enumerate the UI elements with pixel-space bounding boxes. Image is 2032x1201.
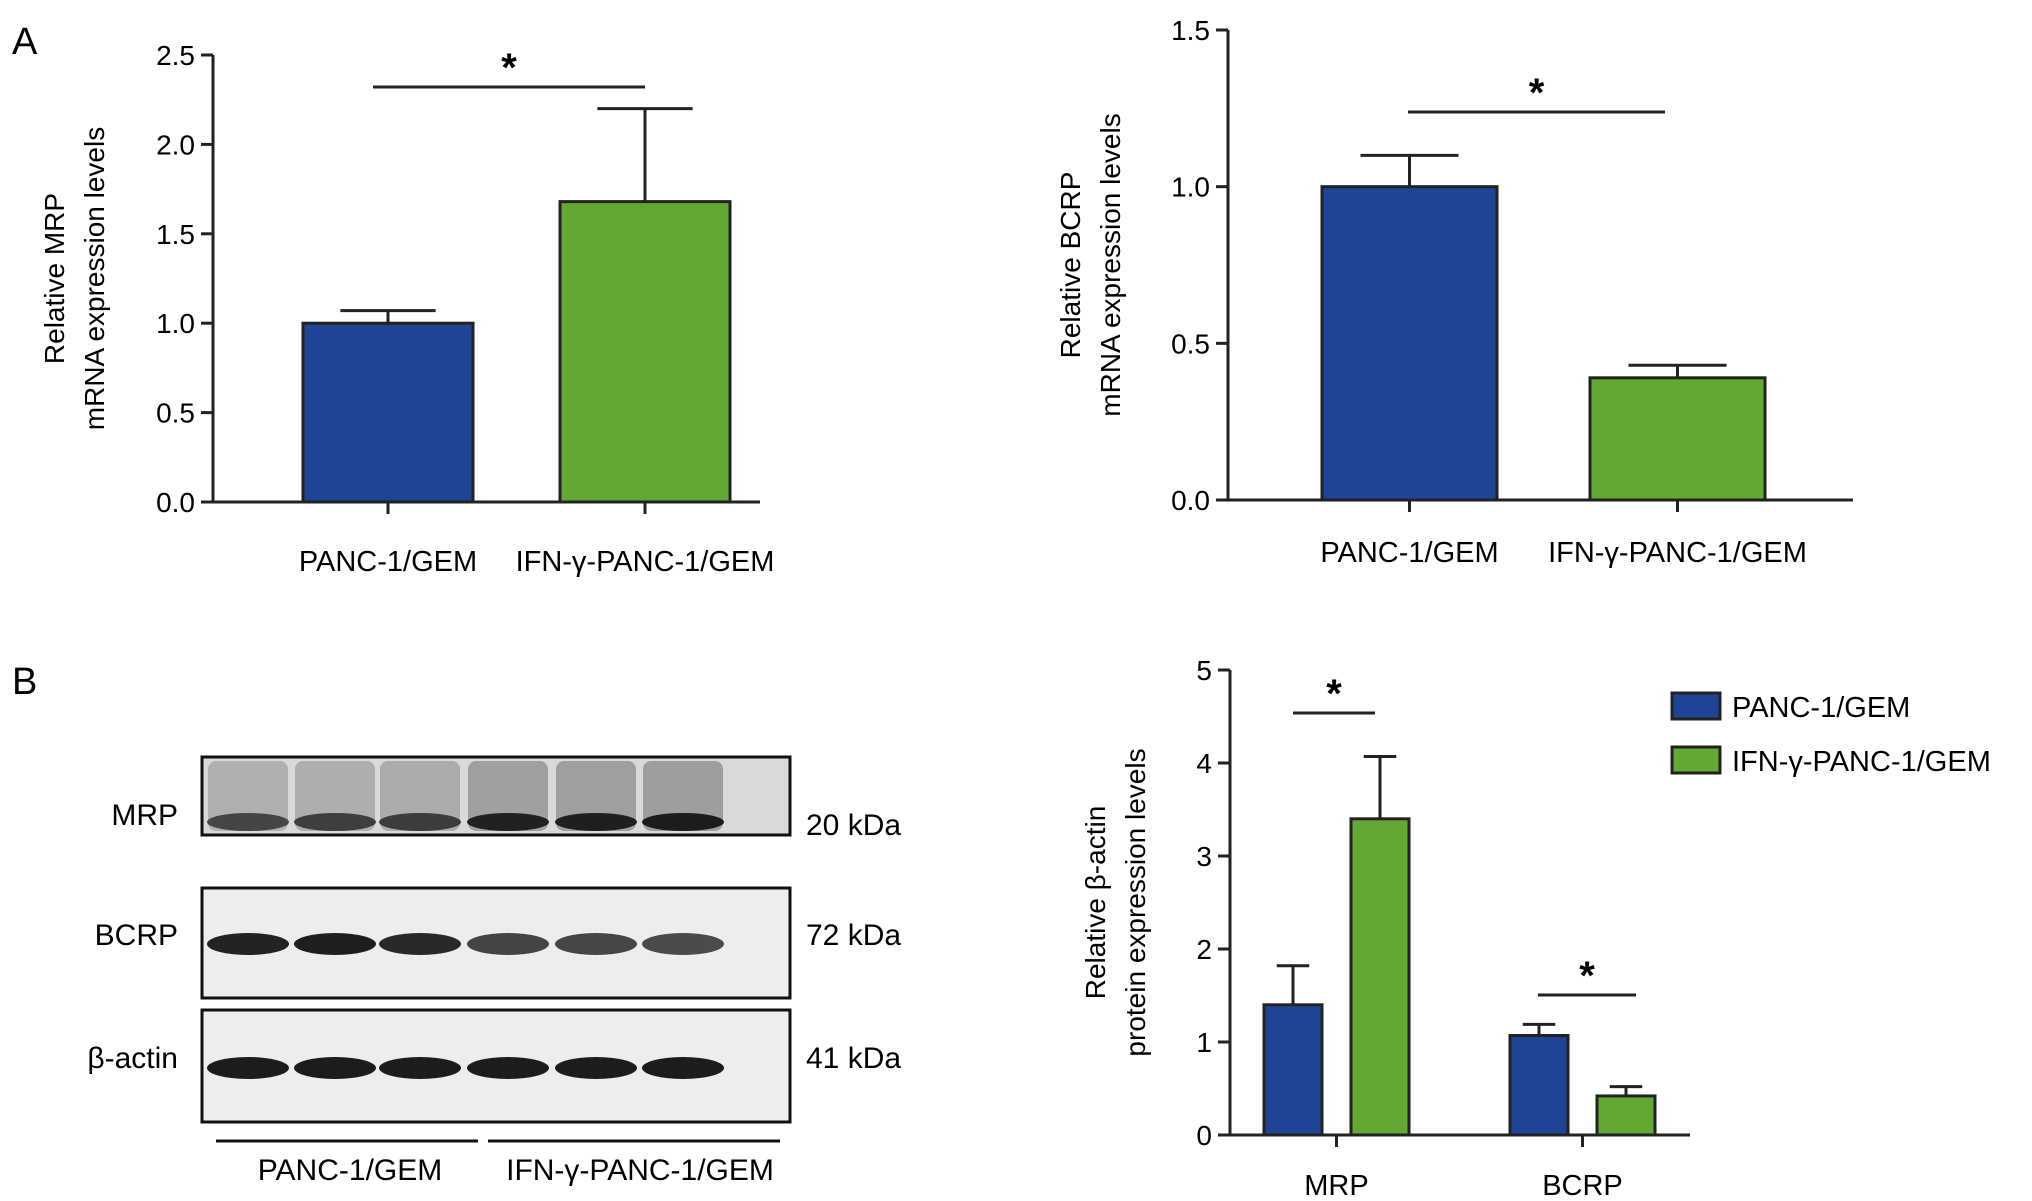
legend-swatch [1670,745,1722,775]
blot-band [467,933,549,955]
y-axis-label: Relative MRP mRNA expression levels [39,127,110,430]
y-tick-label: 5 [1196,655,1212,686]
y-tick-label: 3 [1196,841,1212,872]
bar [1262,1003,1324,1137]
bar [301,321,475,504]
blot-band [467,813,549,831]
y-tick-label: 2 [1196,934,1212,965]
y-axis-label-line: mRNA expression levels [79,127,110,430]
y-tick-label: 0 [1196,1120,1212,1151]
y-axis-label: Relative BCRP mRNA expression levels [1055,113,1126,416]
blot-band [294,813,376,831]
x-tick-label: PANC-1/GEM [299,546,477,578]
bar [1595,1094,1657,1137]
y-tick-label: 1.5 [1171,15,1210,46]
blot-smear [208,761,288,831]
blot-band [379,1057,461,1079]
bar [558,200,732,504]
blot-band [379,933,461,955]
bcrp-mrna-chart: 0.0 0.5 1.0 1.5 Relative BCRP mRNA expression… [1055,15,1853,569]
y-tick-label: 0.0 [156,487,195,518]
panel-label-b: B [12,661,37,703]
y-tick-label: 1.0 [156,308,195,339]
blot-kda-label: 41 kDa [806,1042,901,1075]
legend-swatch [1670,691,1722,721]
significance-mark: * [1579,954,1595,998]
mrp-mrna-chart: 0.0 0.5 1.0 1.5 2.0 2.5 Relative MRP mRNA expre… [39,40,774,578]
western-blot: MRP 20 kDa BCRP 72 kDa β-actin 41 kDa PANC-1/G… [87,755,901,1187]
blot-band [379,813,461,831]
blot-band [642,813,724,831]
y-axis-label: Relative β-actin protein expression level… [1080,748,1151,1056]
blot-kda-label: 20 kDa [806,809,901,842]
blot-band [207,933,289,955]
x-tick-label: BCRP [1542,1170,1623,1201]
blot-smear [468,761,548,831]
blot-band [467,1057,549,1079]
x-tick-label: MRP [1304,1170,1368,1201]
blot-row-label: MRP [111,799,178,832]
significance-mark: * [1326,672,1342,716]
blot-kda-label: 72 kDa [806,919,901,952]
y-tick-label: 4 [1196,748,1212,779]
y-tick-label: 1.0 [1171,172,1210,203]
bar [1320,185,1499,502]
x-tick-label: IFN-γ-PANC-1/GEM [1548,537,1807,569]
y-axis-label-line: mRNA expression levels [1095,113,1126,416]
blot-band [555,813,637,831]
x-tick-label: PANC-1/GEM [1320,537,1498,569]
y-axis-label-line: Relative BCRP [1055,172,1086,359]
y-tick-label: 0.5 [1171,328,1210,359]
y-tick-label: 2.0 [156,129,195,160]
y-axis-label-line: Relative β-actin [1080,806,1111,1000]
y-axis-label-line: protein expression levels [1120,748,1151,1056]
blot-band [294,1057,376,1079]
significance-mark: * [1529,71,1545,115]
y-tick-label: 0.0 [1171,485,1210,516]
blot-band [555,933,637,955]
blot-band [207,1057,289,1079]
blot-smear [556,761,636,831]
significance-mark: * [501,46,517,90]
blot-smear [295,761,375,831]
y-tick-label: 0.5 [156,398,195,429]
panel-label-a: A [12,21,38,63]
y-tick-label: 2.5 [156,40,195,71]
legend-label: PANC-1/GEM [1732,692,1910,724]
blot-smear [643,761,723,831]
blot-group-label: PANC-1/GEM [258,1154,442,1187]
y-tick-label: 1 [1196,1027,1212,1058]
legend-label: IFN-γ-PANC-1/GEM [1732,746,1991,778]
blot-row-label: β-actin [87,1042,178,1075]
blot-band [555,1057,637,1079]
blot-band [207,813,289,831]
protein-chart: 0 1 2 3 4 5 Relative β-actin protein expression… [1080,655,1991,1201]
blot-smear [380,761,460,831]
y-tick-label: 1.5 [156,219,195,250]
blot-row-label: BCRP [95,919,178,952]
blot-band [294,933,376,955]
blot-group-label: IFN-γ-PANC-1/GEM [506,1154,774,1187]
bar [1588,376,1767,502]
x-tick-label: IFN-γ-PANC-1/GEM [516,546,775,578]
bar [1349,817,1411,1137]
bar [1508,1033,1570,1137]
blot-band [642,1057,724,1079]
blot-band [642,933,724,955]
y-axis-label-line: Relative MRP [39,193,70,364]
